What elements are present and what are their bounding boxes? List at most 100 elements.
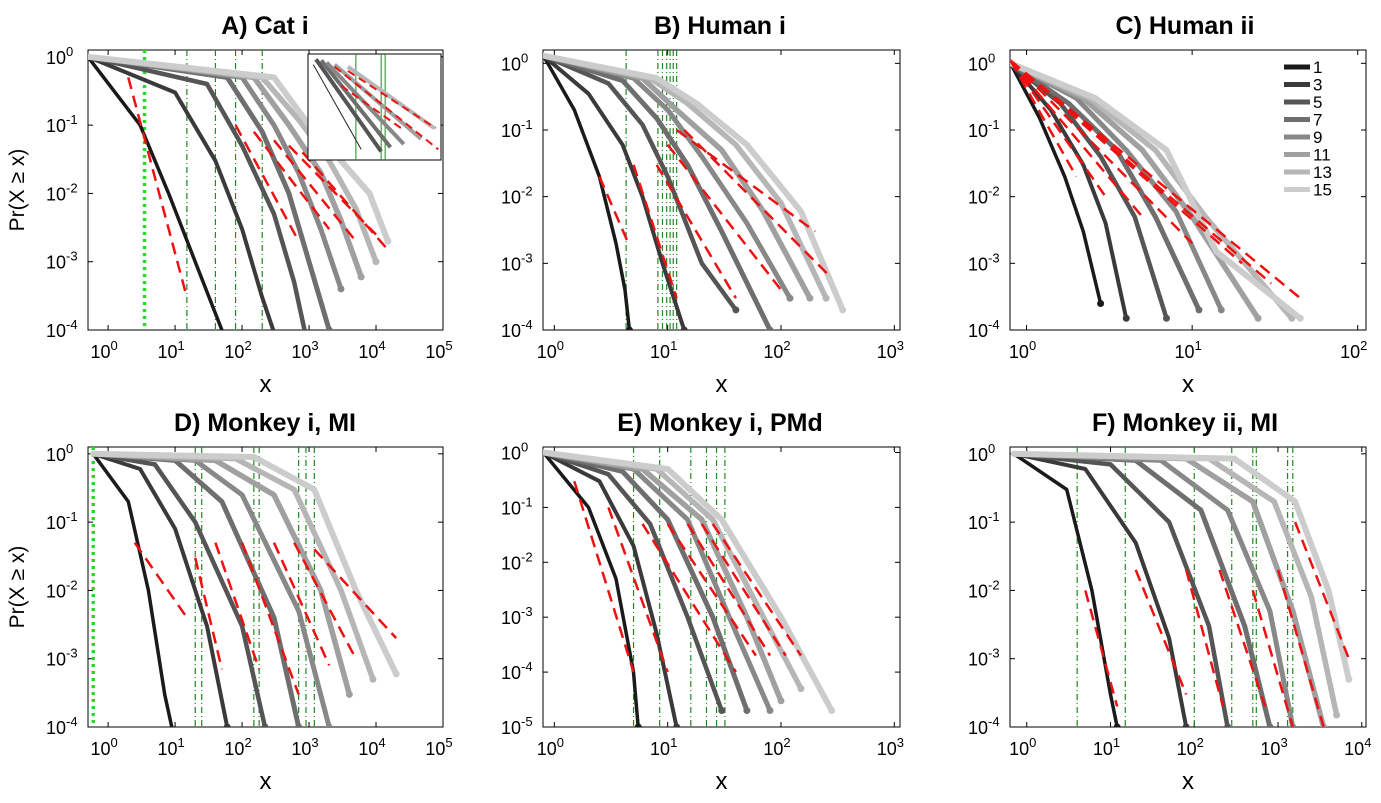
y-tick-exponent: -4	[66, 317, 78, 332]
x-tick-label: 104	[358, 735, 385, 759]
y-tick-exponent: -3	[66, 646, 78, 661]
y-tick-base: 10	[501, 553, 521, 573]
y-tick-label: 10-3	[968, 250, 1000, 274]
series-endpoint-5	[1162, 314, 1170, 322]
y-tick-label: 100	[968, 50, 995, 74]
series-line-3	[91, 451, 230, 727]
series-endpoint-15	[828, 706, 836, 714]
series-endpoint-15	[392, 670, 400, 678]
y-tick-exponent: -4	[988, 714, 1000, 729]
chart-title: F) Monkey ii, MI	[1092, 409, 1278, 437]
series-endpoint-15	[1345, 675, 1353, 683]
series-line-1	[88, 55, 224, 330]
y-tick-label: 100	[501, 50, 528, 74]
y-tick-label: 10-2	[501, 184, 533, 208]
x-tick-label: 100	[90, 338, 117, 362]
x-tick-label: 105	[425, 735, 452, 759]
y-tick-label: 100	[968, 441, 995, 465]
x-tick-exponent: 4	[378, 735, 385, 750]
y-tick-label: 10-4	[46, 714, 78, 738]
x-tick-label: 101	[650, 338, 677, 362]
fit-line	[252, 130, 331, 230]
y-tick-base: 10	[46, 184, 66, 204]
y-tick-base: 10	[46, 445, 66, 465]
y-tick-base: 10	[501, 608, 521, 628]
x-tick-base: 10	[157, 342, 177, 362]
y-tick-base: 10	[968, 188, 988, 208]
x-tick-exponent: 1	[177, 735, 184, 750]
series-endpoint-13	[372, 258, 380, 266]
y-tick-base: 10	[501, 663, 521, 683]
y-tick-base: 10	[46, 321, 66, 341]
series-line-15	[543, 449, 835, 714]
y-tick-label: 10-1	[968, 509, 1000, 533]
series-line-15	[1010, 60, 1304, 322]
y-tick-exponent: 0	[521, 439, 528, 454]
x-axis-label: x	[716, 768, 728, 795]
x-tick-label: 102	[224, 338, 251, 362]
plot-area	[543, 50, 847, 330]
inset-series-line	[314, 58, 383, 153]
y-tick-base: 10	[46, 650, 66, 670]
plot-frame	[542, 49, 901, 331]
y-tick-base: 10	[968, 718, 988, 738]
series-line-1	[543, 450, 640, 727]
fit-line	[234, 124, 300, 242]
x-tick-label: 101	[157, 338, 184, 362]
fit-line	[1010, 59, 1194, 245]
x-tick-label: 101	[157, 735, 184, 759]
fit-line	[683, 129, 833, 280]
y-tick-base: 10	[46, 48, 66, 68]
x-tick-base: 10	[224, 739, 244, 759]
series-endpoint-11	[777, 697, 785, 705]
y-tick-exponent: -4	[66, 714, 78, 729]
series-endpoint-11	[1254, 314, 1262, 322]
x-tick-base: 10	[877, 342, 897, 362]
series-endpoint-13	[797, 685, 805, 693]
x-tick-base: 10	[1009, 739, 1029, 759]
x-tick-base: 10	[90, 342, 110, 362]
series-endpoint-1	[1113, 723, 1121, 727]
fit-line	[1251, 590, 1294, 727]
series-endpoint-15	[384, 237, 392, 245]
y-tick-label: 10-5	[501, 714, 533, 738]
legend-label-7: 7	[1313, 111, 1322, 130]
series-endpoint-3	[223, 723, 231, 727]
y-tick-label: 10-4	[501, 317, 533, 341]
fit-line	[666, 144, 782, 291]
x-tick-exponent: 2	[783, 338, 790, 353]
plot-area	[1010, 447, 1353, 727]
x-tick-base: 10	[537, 739, 557, 759]
y-tick-base: 10	[968, 581, 988, 601]
y-tick-base: 10	[501, 121, 521, 141]
y-tick-base: 10	[501, 188, 521, 208]
y-tick-exponent: -3	[66, 249, 78, 264]
series-endpoint-5	[732, 306, 740, 314]
series-endpoint-5	[261, 723, 269, 727]
y-tick-exponent: -2	[521, 184, 533, 199]
y-tick-base: 10	[501, 254, 521, 274]
y-tick-label: 10-3	[501, 250, 533, 274]
x-tick-base: 10	[1175, 342, 1195, 362]
x-tick-label: 100	[90, 735, 117, 759]
y-tick-exponent: -3	[521, 250, 533, 265]
series-endpoint-9	[766, 706, 774, 714]
y-tick-exponent: 0	[988, 441, 995, 456]
y-tick-base: 10	[46, 513, 66, 533]
inset-series-line	[346, 65, 436, 130]
fit-line	[1010, 59, 1302, 300]
y-tick-exponent: -1	[521, 117, 533, 132]
y-tick-label: 10-4	[46, 317, 78, 341]
series-endpoint-9	[786, 294, 794, 302]
y-tick-exponent: -2	[988, 577, 1000, 592]
x-tick-label: 101	[650, 735, 677, 759]
x-tick-base: 10	[291, 739, 311, 759]
x-tick-label: 100	[1009, 338, 1036, 362]
y-tick-exponent: -4	[988, 317, 1000, 332]
x-tick-exponent: 4	[378, 338, 385, 353]
series-line-5	[90, 451, 268, 727]
y-tick-base: 10	[501, 718, 521, 738]
chart-title: E) Monkey i, PMd	[617, 409, 823, 437]
x-tick-label: 101	[1175, 338, 1202, 362]
